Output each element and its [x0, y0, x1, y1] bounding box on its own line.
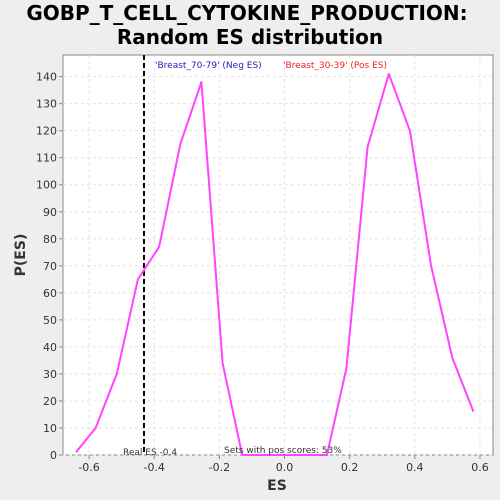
- real-es-label: Real ES -0.4: [123, 448, 177, 458]
- pos-scores-note: Sets with pos scores: 53%: [224, 446, 342, 456]
- y-tick-label: 140: [36, 71, 57, 84]
- y-tick-label: 10: [43, 422, 57, 435]
- y-tick-label: 90: [43, 206, 57, 219]
- chart-title-line-1: GOBP_T_CELL_CYTOKINE_PRODUCTION:: [26, 1, 467, 25]
- x-axis-title: ES: [267, 478, 287, 494]
- chart-title-line-2: Random ES distribution: [117, 25, 383, 49]
- x-tick-label: 0.6: [471, 461, 489, 474]
- plot-area: [62, 54, 494, 456]
- neg-es-legend-label: 'Breast_70-79' (Neg ES): [155, 61, 262, 71]
- x-tick-label: -0.6: [78, 461, 99, 474]
- y-tick-label: 110: [36, 152, 57, 165]
- series-lines: [75, 72, 475, 456]
- x-tick-label: 0.0: [276, 461, 294, 474]
- axes: -0.6 -0.4 -0.2 0.0 0.2 0.4 0.6 0 10 20 30 40 50 60 70 8…: [36, 71, 489, 474]
- x-tick-label: -0.4: [143, 461, 164, 474]
- es-distribution-line: [75, 72, 475, 456]
- y-tick-label: 0: [50, 449, 57, 462]
- y-tick-label: 130: [36, 98, 57, 111]
- y-tick-label: 70: [43, 260, 57, 273]
- pos-es-legend-label: 'Breast_30-39' (Pos ES): [283, 61, 387, 71]
- y-tick-label: 30: [43, 368, 57, 381]
- x-tick-label: -0.2: [209, 461, 230, 474]
- y-tick-label: 60: [43, 287, 57, 300]
- y-tick-label: 80: [43, 233, 57, 246]
- y-axis-title: P(ES): [13, 234, 29, 277]
- x-tick-label: 0.4: [406, 461, 424, 474]
- y-tick-label: 50: [43, 314, 57, 327]
- y-tick-label: 120: [36, 125, 57, 138]
- y-tick-label: 100: [36, 179, 57, 192]
- y-tick-label: 20: [43, 395, 57, 408]
- x-tick-label: 0.2: [341, 461, 359, 474]
- y-tick-label: 40: [43, 341, 57, 354]
